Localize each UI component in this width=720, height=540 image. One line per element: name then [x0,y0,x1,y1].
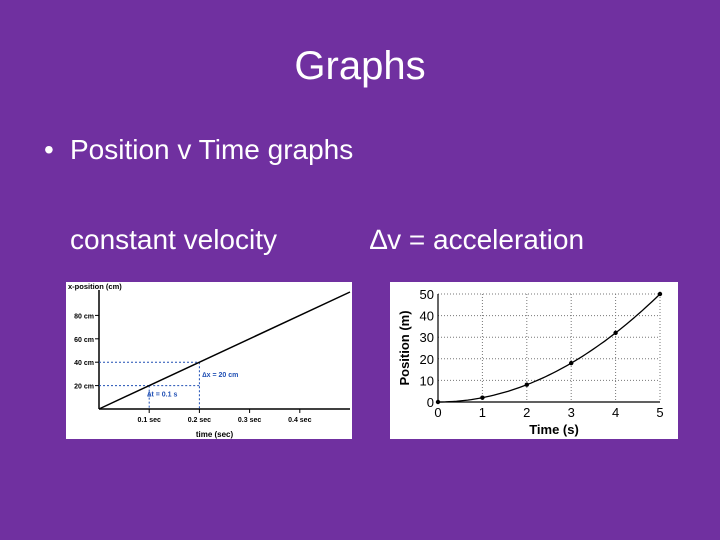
y-tick-label: 80 cm [74,313,94,320]
right-caption: ∆v = acceleration [370,224,585,255]
constant-velocity-chart: x-position (cm) time (sec) 20 cm 40 cm 60 cm… [68,282,351,439]
data-point [524,382,529,387]
data-point [613,330,618,336]
y-tick-label: 50 [420,287,434,302]
bullet-text: Position v Time graphs [70,134,354,165]
y-tick-label: 40 cm [74,360,94,367]
x-tick-label: 1 [479,405,486,420]
x-tick-label: 0.3 sec [238,417,261,424]
left-caption: constant velocity [70,224,277,255]
x-tick-label: 0.1 sec [138,417,161,424]
x-tick-label: 0.4 sec [288,417,311,424]
x-axis-label: time (sec) [196,430,234,439]
x-tick-label: 0.2 sec [188,417,211,424]
constant-velocity-graph: x-position (cm) time (sec) 20 cm 40 cm 60 cm… [66,282,352,439]
x-tick-label: 4 [612,405,619,420]
y-tick-label: 20 [420,352,434,367]
x-tick-label: 0 [434,405,441,420]
y-tick-label: 20 cm [74,384,94,391]
data-point [657,291,663,297]
acceleration-graph: 0 10 20 30 40 50 0 1 2 3 4 5 Position (m) Time (s) [390,282,678,439]
y-axis-label: x-position (cm) [68,282,122,291]
data-point [569,360,574,366]
acceleration-chart: 0 10 20 30 40 50 0 1 2 3 4 5 Position (m) Time (s) [397,287,664,437]
y-axis-label: Position (m) [397,310,412,385]
series-line [98,291,351,410]
y-tick-label: 10 [420,373,434,388]
x-axis-label: Time (s) [529,422,579,437]
x-tick-label: 3 [568,405,575,420]
y-tick-label: 40 [420,309,434,324]
bullet-dot: • [44,134,54,165]
delta-t-annotation: ∆t = 0.1 s [147,392,177,399]
y-tick-label: 0 [427,395,434,410]
bullet-item: • Position v Time graphs [44,134,353,166]
series-curve [438,293,661,403]
y-tick-label: 30 [420,330,434,345]
x-tick-label: 2 [523,405,530,420]
data-point [480,395,485,400]
x-tick-label: 5 [656,405,663,420]
data-point [435,399,441,405]
y-tick-label: 60 cm [74,337,94,344]
delta-x-annotation: ∆x = 20 cm [202,372,238,379]
slide-title: Graphs [294,44,426,88]
